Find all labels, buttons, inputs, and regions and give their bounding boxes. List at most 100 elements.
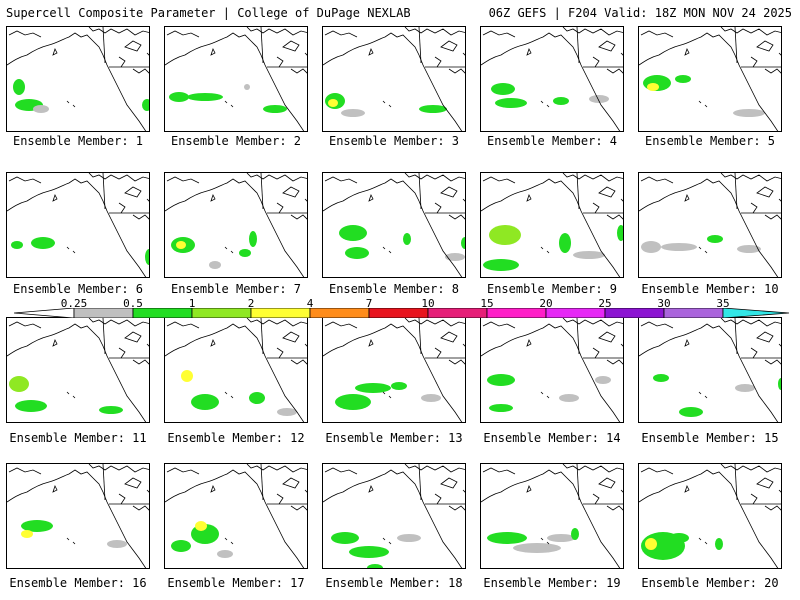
map-graphic bbox=[165, 318, 307, 422]
map-panel-13 bbox=[322, 317, 466, 423]
member-label: Ensemble Member: 9 bbox=[486, 282, 618, 296]
map-graphic bbox=[165, 173, 307, 277]
coastline bbox=[7, 323, 147, 422]
coastline bbox=[482, 321, 516, 329]
coastline bbox=[764, 359, 781, 365]
coastline bbox=[704, 395, 708, 399]
coastline bbox=[720, 318, 781, 327]
coastline bbox=[704, 250, 708, 254]
coastline bbox=[52, 338, 58, 347]
colorbar-tick-label: 4 bbox=[306, 297, 314, 310]
coastline bbox=[606, 505, 623, 511]
map-graphic bbox=[639, 464, 781, 568]
scp-shading bbox=[547, 534, 575, 542]
coastline bbox=[418, 27, 422, 64]
coastline bbox=[418, 318, 422, 355]
scp-shading bbox=[176, 241, 186, 249]
coastline bbox=[598, 40, 616, 52]
coastline bbox=[546, 541, 550, 545]
scp-shading bbox=[31, 237, 55, 249]
coastline bbox=[382, 246, 386, 250]
colorbar-tick-label: 0.25 bbox=[60, 297, 88, 310]
scp-shading bbox=[191, 394, 219, 410]
member-label: Ensemble Member: 18 bbox=[325, 576, 463, 590]
coastline bbox=[124, 40, 142, 52]
map-graphic bbox=[323, 27, 465, 131]
coastline bbox=[592, 56, 600, 68]
coastline bbox=[734, 318, 738, 355]
coastline bbox=[404, 173, 465, 182]
coastline bbox=[482, 176, 516, 184]
coastline bbox=[481, 178, 621, 277]
scp-shading bbox=[491, 83, 515, 95]
scp-shading bbox=[341, 109, 365, 117]
map-panel-14 bbox=[480, 317, 624, 423]
coastline bbox=[282, 331, 300, 343]
coastline bbox=[88, 27, 149, 36]
coastline bbox=[118, 347, 126, 359]
coastline bbox=[546, 395, 550, 399]
scp-shading bbox=[553, 97, 569, 105]
coastline bbox=[66, 246, 70, 250]
coastline bbox=[276, 493, 284, 505]
coastline bbox=[210, 484, 216, 493]
colorbar-tick-label: 0.5 bbox=[123, 297, 143, 310]
map-panel-11 bbox=[6, 317, 150, 423]
scp-shading bbox=[483, 259, 519, 271]
coastline bbox=[52, 47, 58, 56]
scp-shading bbox=[669, 533, 689, 543]
coastline bbox=[418, 173, 422, 210]
map-graphic bbox=[639, 318, 781, 422]
coastline bbox=[750, 56, 758, 68]
coastline bbox=[72, 541, 76, 545]
map-graphic bbox=[165, 464, 307, 568]
coastline bbox=[684, 338, 690, 347]
coastline bbox=[290, 359, 307, 365]
coastline bbox=[778, 489, 781, 493]
scp-shading bbox=[328, 99, 338, 107]
coastline bbox=[434, 347, 442, 359]
coastline bbox=[290, 68, 307, 74]
scp-shading bbox=[99, 406, 123, 414]
coastline bbox=[704, 541, 708, 545]
coastline bbox=[576, 27, 580, 64]
coastline bbox=[562, 318, 623, 327]
coastline bbox=[750, 202, 758, 214]
coastline bbox=[462, 343, 465, 347]
map-panel-12 bbox=[164, 317, 308, 423]
coastline bbox=[698, 537, 702, 541]
scp-shading bbox=[715, 538, 723, 550]
coastline bbox=[132, 505, 149, 511]
coastline bbox=[462, 52, 465, 56]
coastline bbox=[606, 68, 623, 74]
coastline bbox=[448, 68, 465, 74]
scp-shading bbox=[11, 241, 23, 249]
coastline bbox=[304, 343, 307, 347]
coastline bbox=[324, 321, 358, 329]
map-panel-10 bbox=[638, 172, 782, 278]
coastline bbox=[620, 198, 623, 202]
coastline bbox=[448, 505, 465, 511]
map-graphic bbox=[7, 173, 149, 277]
scp-shading bbox=[331, 532, 359, 544]
coastline bbox=[440, 331, 458, 343]
coastline bbox=[526, 47, 532, 56]
map-graphic bbox=[481, 318, 623, 422]
coastline bbox=[388, 541, 392, 545]
coastline bbox=[382, 100, 386, 104]
valid-time: 06Z GEFS | F204 Valid: 18Z MON NOV 24 20… bbox=[488, 6, 792, 20]
coastline bbox=[750, 347, 758, 359]
colorbar-segment bbox=[486, 308, 547, 318]
colorbar-segment bbox=[309, 308, 370, 318]
coastline bbox=[88, 464, 149, 473]
coastline bbox=[639, 178, 779, 277]
coastline bbox=[418, 464, 422, 501]
map-panel-1 bbox=[6, 26, 150, 132]
member-label: Ensemble Member: 6 bbox=[12, 282, 144, 296]
scp-shading bbox=[735, 384, 755, 392]
coastline bbox=[388, 104, 392, 108]
coastline bbox=[462, 489, 465, 493]
coastline bbox=[440, 477, 458, 489]
member-label: Ensemble Member: 7 bbox=[170, 282, 302, 296]
coastline bbox=[462, 198, 465, 202]
